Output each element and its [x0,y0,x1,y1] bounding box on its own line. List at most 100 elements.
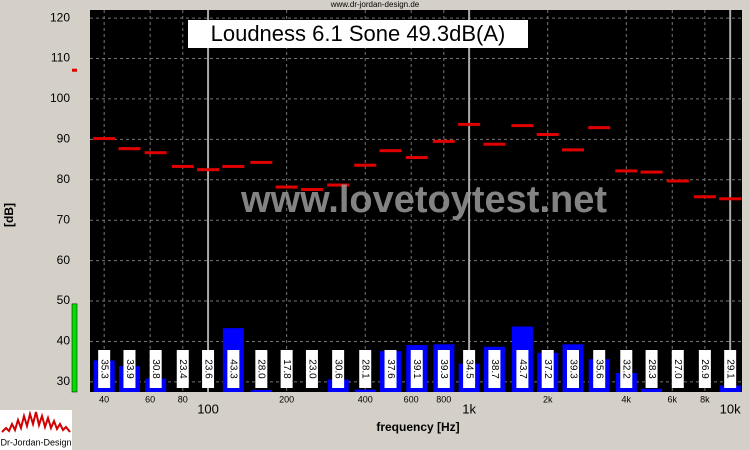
x-tick-label: 2k [543,394,553,404]
level-meter [71,303,78,393]
value-label-box [410,350,423,388]
value-label: 35.3 [99,359,110,379]
x-tick-label: 10k [720,401,741,416]
value-label: 33.9 [124,359,135,379]
value-label-box [516,350,529,388]
value-label-box [437,350,450,388]
y-tick-label: 90 [57,132,71,146]
value-label: 39.1 [411,359,422,379]
level-mark [171,164,194,168]
x-tick-label: 40 [99,394,109,404]
x-tick-label: 800 [436,394,451,404]
x-tick-label: 60 [145,394,155,404]
value-label: 37.2 [542,359,553,379]
watermark: www.lovetoytest.net [240,179,607,221]
level-mark [118,147,141,151]
y-tick-label: 80 [57,172,71,186]
value-label-box [566,350,579,388]
value-label: 43.3 [228,359,239,379]
value-label-box [202,350,215,388]
value-label: 43.7 [517,359,528,379]
level-mark [483,142,506,146]
value-label-box [359,350,372,388]
value-label-box [645,350,658,388]
peak-marker [72,68,77,72]
value-label: 38.7 [489,359,500,379]
value-label: 23.6 [202,359,213,379]
value-label: 39.3 [438,359,449,379]
level-mark [93,137,116,141]
level-mark [379,149,402,153]
level-mark [536,133,559,137]
level-mark [588,126,611,130]
level-mark [144,151,167,155]
level-mark [300,187,323,191]
top-text: www.dr-jordan-design.de [330,0,420,9]
level-mark [719,197,742,201]
value-label: 32.2 [621,359,632,379]
level-mark [222,164,245,168]
level-mark [666,179,689,183]
value-label-box [176,350,189,388]
x-tick-label: 200 [279,394,294,404]
value-label-box [463,350,476,388]
value-label: 17.8 [281,359,292,379]
value-label: 28.0 [256,359,267,379]
value-label: 37.6 [385,359,396,379]
x-tick-label: 600 [404,394,419,404]
value-label-box [227,350,240,388]
value-label: 35.6 [594,359,605,379]
y-tick-label: 30 [57,374,71,388]
value-label-box [305,350,318,388]
level-mark [250,160,273,164]
value-label-box [384,350,397,388]
level-mark [405,156,428,160]
x-tick-label: 400 [358,394,373,404]
level-mark [458,122,481,126]
value-label: 30.8 [150,359,161,379]
level-mark [561,148,584,152]
value-label-box [280,350,293,388]
value-label: 30.6 [333,359,344,379]
y-tick-label: 120 [50,10,70,24]
level-mark [197,168,220,172]
logo-box [0,410,72,450]
value-label: 29.1 [725,359,736,379]
level-mark [327,183,350,187]
value-label: 26.9 [699,359,710,379]
chart-title: Loudness 6.1 Sone 49.3dB(A) [211,21,506,46]
level-mark [354,163,377,167]
value-label: 28.3 [646,359,657,379]
value-label-box [255,350,268,388]
value-label-box [488,350,501,388]
value-label-box [332,350,345,388]
band-bar [250,389,272,392]
logo-text: Dr-Jordan-Design [0,437,71,447]
value-label-box [671,350,684,388]
value-label-box [541,350,554,388]
x-tick-label: 4k [622,394,632,404]
level-mark [693,195,716,199]
logo: Dr-Jordan-Design [0,410,72,450]
y-tick-label: 70 [57,212,71,226]
plot-area [90,10,742,392]
value-label: 23.0 [306,359,317,379]
value-label: 28.1 [360,359,371,379]
value-label-box [698,350,711,388]
x-tick-label: 80 [178,394,188,404]
y-tick-label: 40 [57,334,71,348]
level-mark [640,170,663,174]
value-label: 23.4 [177,359,188,379]
y-tick-label: 110 [51,51,70,65]
value-label-box [620,350,633,388]
value-label-box [123,350,136,388]
value-label-box [149,350,162,388]
value-label-box [593,350,606,388]
value-label: 39.3 [567,359,578,379]
y-tick-label: 50 [57,293,71,307]
value-label: 34.5 [463,359,474,379]
x-tick-label: 6k [667,394,677,404]
logo-wave [1,410,71,433]
x-axis-label: frequency [Hz] [376,420,459,434]
